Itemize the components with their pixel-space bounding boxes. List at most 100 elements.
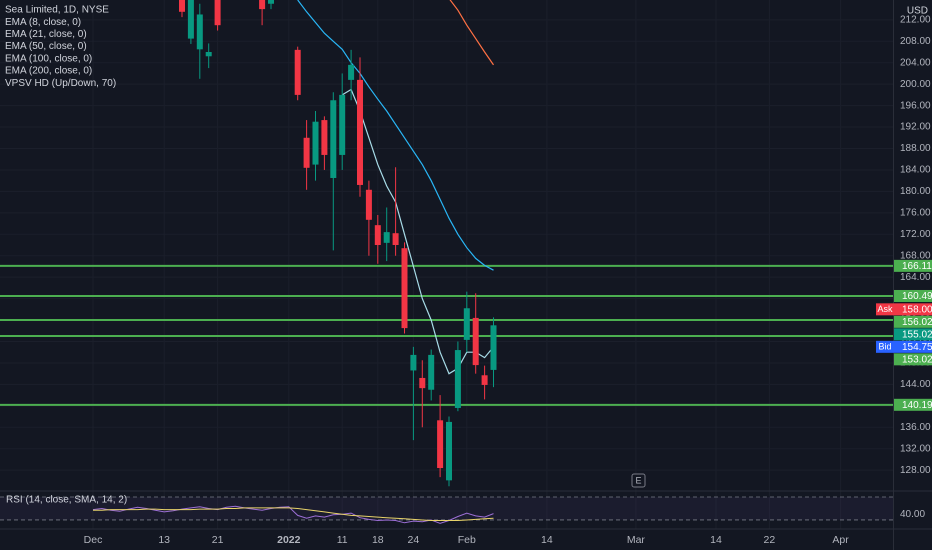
- candle-body: [330, 100, 337, 178]
- price-tag: 156.02: [902, 317, 932, 328]
- x-tick-label: 11: [337, 534, 348, 546]
- rsi-title: RSI (14, close, SMA, 14, 2): [6, 495, 127, 506]
- legend-entry: EMA (100, close, 0): [5, 53, 92, 64]
- legend-entry: EMA (50, close, 0): [5, 41, 87, 52]
- candle-body: [303, 137, 310, 168]
- ema-line: [449, 0, 494, 66]
- rsi-tick-label: 40.00: [900, 509, 925, 520]
- x-tick-label: 13: [158, 534, 170, 546]
- candle-body: [463, 308, 470, 340]
- y-tick-label: 196.00: [900, 100, 931, 111]
- price-tag: 140.19: [902, 400, 932, 411]
- price-tag-label-bg: [876, 303, 894, 316]
- price-tag-label: Bid: [878, 342, 891, 352]
- price-tag-label: Ask: [877, 304, 893, 314]
- x-tick-label: 14: [541, 534, 553, 546]
- y-tick-label: 164.00: [900, 272, 931, 283]
- y-tick-label: 192.00: [900, 122, 931, 133]
- candle-body: [401, 248, 408, 329]
- y-tick-label: 208.00: [900, 36, 931, 47]
- candle-body: [294, 49, 301, 95]
- x-tick-label: Mar: [627, 534, 646, 546]
- x-tick-label: Feb: [458, 534, 476, 546]
- candle-body: [268, 0, 274, 4]
- axes: 128.00132.00136.00140.00144.00148.00152.…: [84, 14, 932, 546]
- legend-entry: EMA (200, close, 0): [5, 66, 92, 77]
- candle-body: [339, 94, 346, 155]
- candle-body: [179, 0, 185, 12]
- y-tick-label: 176.00: [900, 207, 931, 218]
- candle-body: [428, 354, 435, 390]
- x-tick-label: 18: [372, 534, 384, 546]
- candle-body: [383, 232, 390, 243]
- earnings-marker[interactable]: E: [635, 475, 641, 485]
- price-tag-bg: [894, 303, 932, 316]
- candle-body: [446, 421, 452, 481]
- currency-label: USD: [907, 6, 928, 17]
- candle-body: [196, 14, 203, 50]
- rsi-band-fill: [0, 496, 893, 520]
- price-tag: 154.75: [902, 342, 932, 353]
- rsi-lines: [92, 505, 494, 524]
- price-tag-bg: [894, 315, 932, 328]
- x-tick-label: 22: [764, 534, 776, 546]
- candle-body: [365, 189, 372, 220]
- y-tick-label: 204.00: [900, 57, 931, 68]
- y-tick-label: 168.00: [900, 250, 931, 261]
- candle-body: [472, 317, 479, 366]
- y-tick-label: 188.00: [900, 143, 931, 154]
- candle-body: [490, 325, 497, 370]
- candle-body: [259, 0, 266, 10]
- candle-body: [312, 121, 319, 165]
- price-tag-bg: [894, 328, 932, 341]
- x-tick-label: Apr: [832, 534, 849, 546]
- price-tag: 158.00: [902, 304, 932, 315]
- candle-body: [214, 0, 221, 26]
- earnings-marker-box[interactable]: [631, 473, 646, 488]
- x-tick-label: 21: [212, 534, 224, 546]
- price-tag-bg: [894, 398, 932, 411]
- price-tag: 153.02: [902, 354, 932, 365]
- x-tick-label: 14: [710, 534, 722, 546]
- candle-body: [454, 350, 461, 408]
- x-tick-label: Dec: [84, 534, 103, 546]
- candle-body: [321, 120, 328, 155]
- y-tick-label: 212.00: [900, 14, 931, 25]
- legend-title: Sea Limited, 1D, NYSE: [5, 5, 109, 16]
- candle-body: [205, 52, 212, 57]
- candle-body: [374, 225, 381, 245]
- ema-line: [297, 0, 494, 271]
- y-tick-label: 132.00: [900, 443, 931, 454]
- candle-body: [348, 64, 355, 80]
- candle-body: [481, 375, 488, 385]
- price-pane: [0, 0, 893, 487]
- price-tag-bg: [894, 353, 932, 366]
- candle-body: [357, 79, 363, 185]
- x-tick-label: 2022: [277, 534, 301, 546]
- y-tick-label: 136.00: [900, 422, 931, 433]
- price-tag: 155.02: [902, 329, 932, 340]
- ema-line: [341, 88, 494, 375]
- y-tick-label: 184.00: [900, 165, 931, 176]
- candle-body: [392, 233, 399, 245]
- price-tag: 160.49: [902, 291, 932, 302]
- rsi-pane: [0, 496, 893, 524]
- legend-entry: EMA (8, close, 0): [5, 17, 81, 28]
- y-tick-label: 144.00: [900, 379, 931, 390]
- y-tick-label: 180.00: [900, 186, 931, 197]
- candle-body: [187, 0, 194, 39]
- y-tick-label: 172.00: [900, 229, 931, 240]
- price-tag-bg: [894, 289, 932, 302]
- rsi-line: [92, 505, 494, 524]
- legend-entry: VPSV HD (Up/Down, 70): [5, 78, 116, 89]
- y-tick-label: 128.00: [900, 465, 931, 476]
- price-tag-label-bg: [876, 340, 894, 353]
- rsi-line: [93, 507, 494, 521]
- candle-body: [410, 354, 417, 371]
- y-tick-label: 200.00: [900, 79, 931, 90]
- legend-entry: EMA (21, close, 0): [5, 29, 87, 40]
- price-tag-bg: [894, 259, 932, 272]
